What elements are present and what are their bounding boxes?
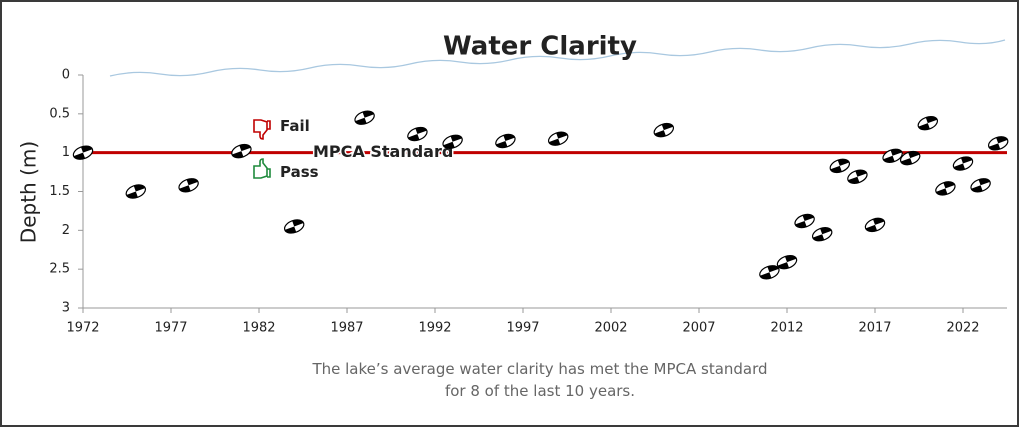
pass-label: Pass <box>280 163 319 181</box>
fail-label: Fail <box>280 117 310 135</box>
secchi-marker <box>494 132 517 150</box>
secchi-marker <box>283 217 306 235</box>
fail-icon <box>254 120 270 139</box>
secchi-marker <box>987 134 1010 152</box>
y-tick-label: 2.5 <box>49 262 70 277</box>
x-tick-label: 1987 <box>330 321 363 336</box>
secchi-marker <box>828 157 851 175</box>
secchi-marker <box>969 176 992 194</box>
y-tick-label: 2 <box>62 223 70 238</box>
x-tick-label: 2007 <box>682 321 715 336</box>
secchi-marker <box>864 216 887 234</box>
secchi-marker <box>406 125 429 143</box>
y-tick-label: 1.5 <box>49 184 70 199</box>
pass-icon <box>254 159 270 178</box>
y-tick-label: 1 <box>62 145 70 160</box>
x-tick-label: 2002 <box>594 321 627 336</box>
x-tick-label: 2012 <box>770 321 803 336</box>
chart-title: Water Clarity <box>443 32 637 62</box>
y-axis-label: Depth (m) <box>17 141 41 243</box>
secchi-marker <box>793 212 816 230</box>
standard-label: MPCA Standard <box>313 142 453 161</box>
secchi-marker <box>916 114 939 132</box>
secchi-marker <box>72 144 95 162</box>
y-tick-label: 0 <box>62 68 70 83</box>
secchi-marker <box>124 182 147 200</box>
x-tick-label: 1982 <box>242 321 275 336</box>
secchi-marker <box>811 225 834 243</box>
secchi-marker <box>652 121 675 139</box>
x-tick-label: 1977 <box>154 321 187 336</box>
secchi-marker <box>846 168 869 186</box>
x-tick-label: 1997 <box>506 321 539 336</box>
secchi-marker <box>547 130 570 148</box>
secchi-marker <box>353 109 376 127</box>
x-tick-label: 2017 <box>858 321 891 336</box>
x-tick-label: 2022 <box>946 321 979 336</box>
secchi-marker <box>177 176 200 194</box>
secchi-marker <box>230 142 253 160</box>
caption: The lake’s average water clarity has met… <box>305 358 775 402</box>
y-tick-label: 3 <box>62 301 70 316</box>
y-tick-label: 0.5 <box>49 106 70 121</box>
x-tick-label: 1972 <box>66 321 99 336</box>
marker-disc <box>494 132 517 150</box>
x-tick-label: 1992 <box>418 321 451 336</box>
secchi-marker <box>934 179 957 197</box>
secchi-marker <box>952 154 975 172</box>
